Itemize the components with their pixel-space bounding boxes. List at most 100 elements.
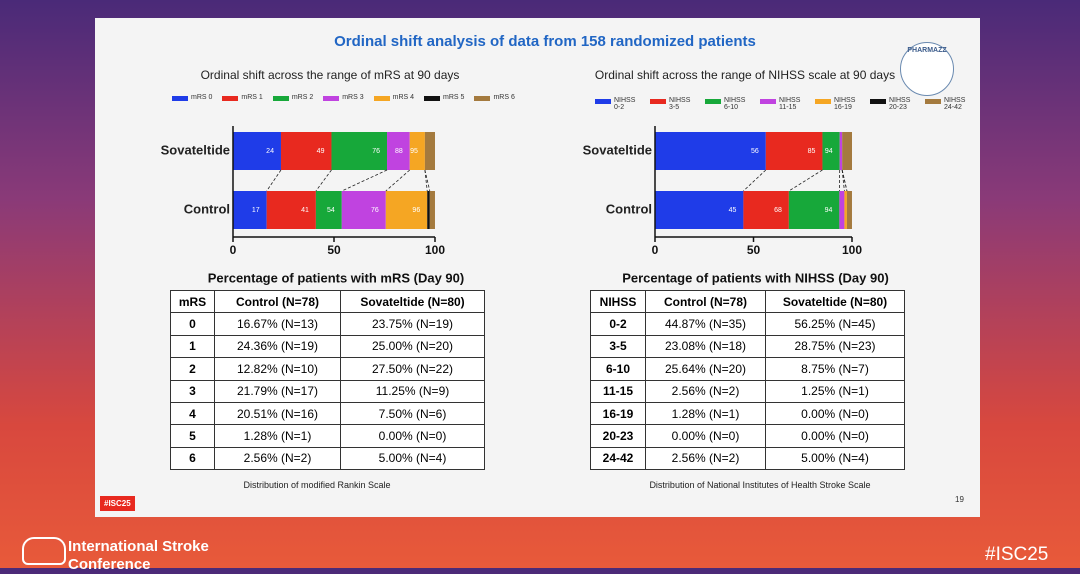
slide-tag: #ISC25: [100, 496, 135, 511]
table-cell: 5: [171, 425, 215, 447]
bar-segment: [840, 132, 842, 170]
legend-item: mRS 6: [474, 94, 514, 101]
bar-segment: [847, 191, 852, 229]
table-cell: 0.00% (N=0): [341, 425, 485, 447]
legend: NIHSS 0-2 NIHSS 3-5 NIHSS 6-10 NIHSS 11-15 N…: [595, 97, 980, 111]
shift-connector: [316, 170, 332, 191]
table-cell: 1.25% (N=1): [766, 380, 905, 402]
bar-segment: [844, 191, 847, 229]
table-cell: 1.28% (N=1): [646, 402, 766, 424]
x-tick-label: 0: [230, 243, 237, 257]
table-cell: 16.67% (N=13): [215, 313, 341, 335]
header-cell: Sovateltide (N=80): [766, 291, 905, 313]
header-cell: mRS: [171, 291, 215, 313]
shift-connector: [842, 170, 844, 191]
segment-label: 96: [412, 207, 420, 214]
legend-item: NIHSS 16-19: [815, 97, 860, 111]
legend-swatch: [424, 96, 440, 101]
table-cell: 6-10: [591, 358, 646, 380]
table-cell: 44.87% (N=35): [646, 313, 766, 335]
legend-item: NIHSS 3-5: [650, 97, 695, 111]
bar-segment: [839, 191, 844, 229]
table-cell: 2.56% (N=2): [215, 447, 341, 469]
segment-label: 24: [266, 148, 274, 155]
table-cell: 5.00% (N=4): [766, 447, 905, 469]
table-cell: 0.00% (N=0): [646, 425, 766, 447]
segment-label: 56: [751, 148, 759, 155]
table-cell: 24.36% (N=19): [215, 335, 341, 357]
legend-swatch: [595, 99, 611, 104]
chart-subtitle: Ordinal shift across the range of NIHSS …: [595, 68, 895, 82]
table-cell: 3: [171, 380, 215, 402]
chart-subtitle: Ordinal shift across the range of mRS at…: [201, 68, 460, 82]
shift-connector: [842, 170, 847, 191]
table-cell: 0: [171, 313, 215, 335]
table-cell: 1: [171, 335, 215, 357]
table-cell: 5.00% (N=4): [341, 447, 485, 469]
page-number: 19: [955, 495, 964, 504]
legend-item: NIHSS 6-10: [705, 97, 750, 111]
legend-item: mRS 0: [172, 94, 212, 101]
x-axis-label: Percentage of patients with NIHSS (Day 9…: [622, 270, 889, 285]
legend-swatch: [705, 99, 721, 104]
segment-label: 95: [410, 148, 418, 155]
legend-label: NIHSS 3-5: [669, 97, 695, 111]
table-cell: 20.51% (N=16): [215, 402, 341, 424]
table-cell: 12.82% (N=10): [215, 358, 341, 380]
table-cell: 2.56% (N=2): [646, 380, 766, 402]
bar-segment: [842, 132, 852, 170]
bar-segment: [743, 191, 788, 229]
x-tick-label: 50: [327, 243, 341, 257]
legend-swatch: [222, 96, 238, 101]
legend-label: NIHSS 20-23: [889, 97, 915, 111]
table-cell: 3-5: [591, 335, 646, 357]
legend-swatch: [172, 96, 188, 101]
legend-label: mRS 1: [241, 94, 262, 101]
bar-segment: [233, 191, 267, 229]
table-cell: 0.00% (N=0): [766, 425, 905, 447]
segment-label: 45: [729, 207, 737, 214]
bar-segment: [386, 191, 427, 229]
table-cell: 7.50% (N=6): [341, 402, 485, 424]
legend-label: NIHSS 0-2: [614, 97, 640, 111]
shift-connector: [267, 170, 281, 191]
category-label: Control: [184, 201, 230, 216]
conference-name: International Stroke Conference: [68, 538, 238, 574]
segment-label: 68: [774, 207, 782, 214]
table-cell: 4: [171, 402, 215, 424]
segment-label: 85: [808, 148, 816, 155]
brain-icon: [22, 537, 66, 565]
legend-swatch: [374, 96, 390, 101]
segment-label: 76: [372, 148, 380, 155]
legend-label: NIHSS 6-10: [724, 97, 750, 111]
shift-connector: [386, 170, 410, 191]
legend-label: mRS 3: [342, 94, 363, 101]
x-tick-label: 50: [747, 243, 761, 257]
legend-label: mRS 4: [393, 94, 414, 101]
header-cell: Control (N=78): [646, 291, 766, 313]
table-cell: 2: [171, 358, 215, 380]
legend-label: mRS 2: [292, 94, 313, 101]
charts: Ordinal shift across the range of mRS at…: [0, 0, 1080, 300]
table-cell: 0-2: [591, 313, 646, 335]
category-label: Control: [606, 201, 652, 216]
header-cell: Control (N=78): [215, 291, 341, 313]
legend-item: NIHSS 11-15: [760, 97, 805, 111]
legend-label: NIHSS 24-42: [944, 97, 970, 111]
table-cell: 6: [171, 447, 215, 469]
table-cell: 24-42: [591, 447, 646, 469]
legend-label: mRS 5: [443, 94, 464, 101]
hashtag: #ISC25: [985, 544, 1048, 566]
category-label: Sovateltide: [161, 142, 230, 157]
table-cell: 1.28% (N=1): [215, 425, 341, 447]
